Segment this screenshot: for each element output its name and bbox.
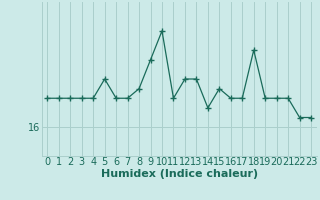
X-axis label: Humidex (Indice chaleur): Humidex (Indice chaleur) (100, 169, 258, 179)
